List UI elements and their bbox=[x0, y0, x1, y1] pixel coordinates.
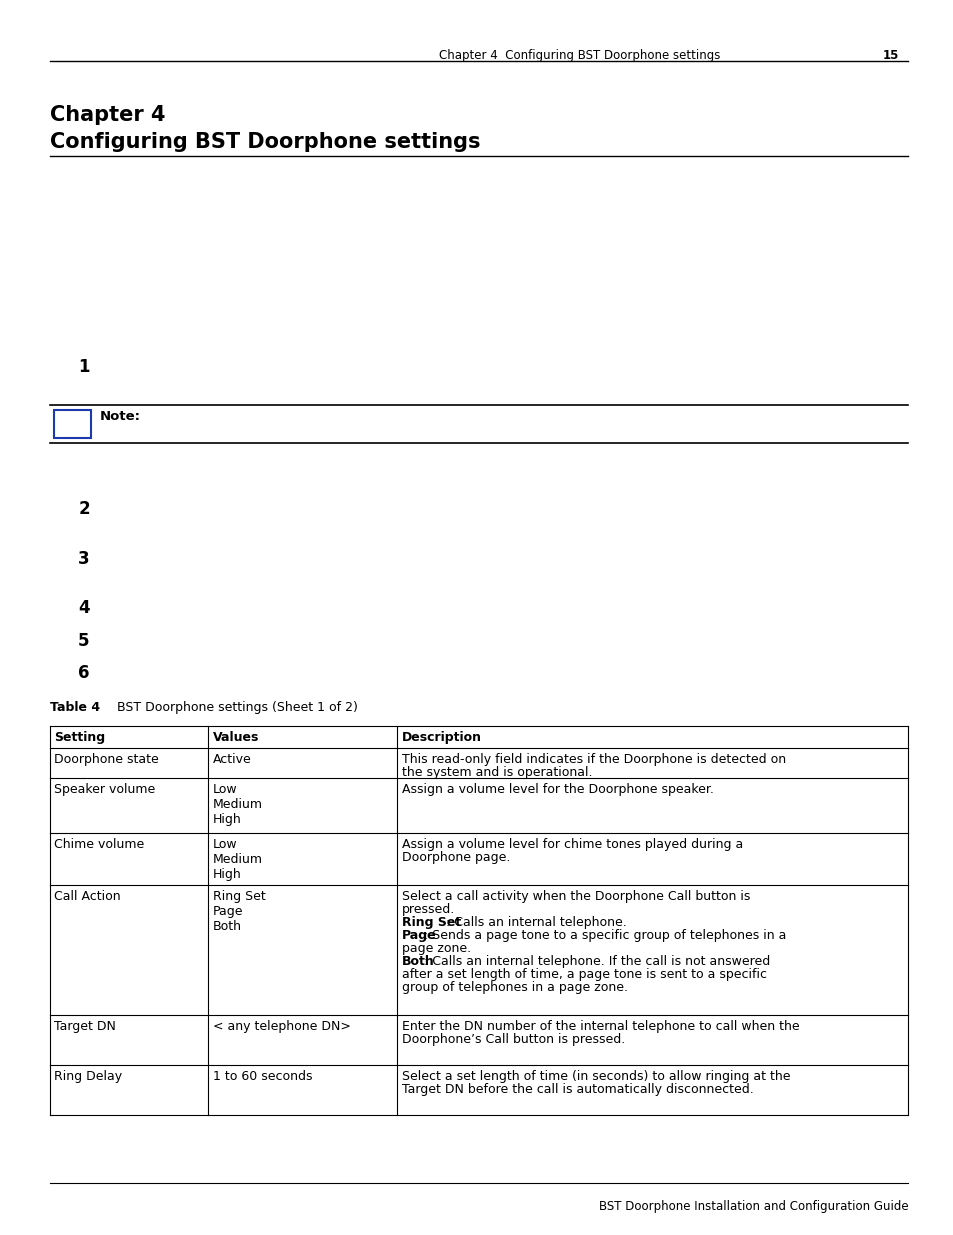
Text: Ring Delay: Ring Delay bbox=[54, 1070, 122, 1083]
Text: Call Action: Call Action bbox=[54, 890, 121, 903]
Text: This read-only field indicates if the Doorphone is detected on: This read-only field indicates if the Do… bbox=[401, 753, 785, 766]
Text: Chapter 4  Configuring BST Doorphone settings: Chapter 4 Configuring BST Doorphone sett… bbox=[438, 49, 720, 63]
Text: Page: Page bbox=[401, 929, 436, 942]
Text: Select a call activity when the Doorphone Call button is: Select a call activity when the Doorphon… bbox=[401, 890, 750, 903]
Text: 15: 15 bbox=[882, 49, 898, 63]
Text: Both: Both bbox=[401, 955, 435, 968]
Text: < any telephone DN>: < any telephone DN> bbox=[213, 1020, 351, 1034]
Text: Description: Description bbox=[401, 731, 481, 745]
Text: Chime volume: Chime volume bbox=[54, 839, 145, 851]
Text: the system and is operational.: the system and is operational. bbox=[401, 766, 592, 779]
Text: Assign a volume level for the Doorphone speaker.: Assign a volume level for the Doorphone … bbox=[401, 783, 713, 797]
Text: Target DN: Target DN bbox=[54, 1020, 116, 1034]
Text: Note:: Note: bbox=[100, 410, 141, 424]
Text: 6: 6 bbox=[78, 664, 90, 683]
Text: Select a set length of time (in seconds) to allow ringing at the: Select a set length of time (in seconds)… bbox=[401, 1070, 790, 1083]
Text: 4: 4 bbox=[78, 599, 90, 618]
Text: Setting: Setting bbox=[54, 731, 106, 745]
Text: Speaker volume: Speaker volume bbox=[54, 783, 155, 797]
Text: Low
Medium
High: Low Medium High bbox=[213, 783, 263, 826]
Text: 1 to 60 seconds: 1 to 60 seconds bbox=[213, 1070, 313, 1083]
Text: 2: 2 bbox=[78, 500, 90, 519]
Text: Chapter 4: Chapter 4 bbox=[50, 105, 165, 125]
Text: pressed.: pressed. bbox=[401, 903, 455, 916]
Text: page zone.: page zone. bbox=[401, 942, 471, 955]
Text: 5: 5 bbox=[78, 632, 90, 651]
Text: 3: 3 bbox=[78, 550, 90, 568]
Text: : Sends a page tone to a specific group of telephones in a: : Sends a page tone to a specific group … bbox=[424, 929, 786, 942]
Text: Active: Active bbox=[213, 753, 252, 766]
Text: : Calls an internal telephone.: : Calls an internal telephone. bbox=[446, 916, 626, 929]
Text: Ring Set
Page
Both: Ring Set Page Both bbox=[213, 890, 266, 934]
Text: Enter the DN number of the internal telephone to call when the: Enter the DN number of the internal tele… bbox=[401, 1020, 799, 1034]
Text: Table 4: Table 4 bbox=[50, 701, 100, 715]
Text: group of telephones in a page zone.: group of telephones in a page zone. bbox=[401, 981, 627, 994]
Text: Low
Medium
High: Low Medium High bbox=[213, 839, 263, 881]
Text: Configuring BST Doorphone settings: Configuring BST Doorphone settings bbox=[50, 132, 479, 152]
Text: Values: Values bbox=[213, 731, 259, 745]
Text: BST Doorphone settings (Sheet 1 of 2): BST Doorphone settings (Sheet 1 of 2) bbox=[105, 701, 357, 715]
Text: BST Doorphone Installation and Configuration Guide: BST Doorphone Installation and Configura… bbox=[598, 1200, 907, 1214]
Text: Ring Set: Ring Set bbox=[401, 916, 461, 929]
Text: 1: 1 bbox=[78, 358, 90, 377]
Text: Doorphone state: Doorphone state bbox=[54, 753, 159, 766]
Text: Doorphone’s Call button is pressed.: Doorphone’s Call button is pressed. bbox=[401, 1034, 625, 1046]
Text: Target DN before the call is automatically disconnected.: Target DN before the call is automatical… bbox=[401, 1083, 753, 1097]
Text: Assign a volume level for chime tones played during a: Assign a volume level for chime tones pl… bbox=[401, 839, 742, 851]
Text: Doorphone page.: Doorphone page. bbox=[401, 851, 510, 864]
Text: : Calls an internal telephone. If the call is not answered: : Calls an internal telephone. If the ca… bbox=[424, 955, 770, 968]
Text: after a set length of time, a page tone is sent to a specific: after a set length of time, a page tone … bbox=[401, 968, 766, 981]
